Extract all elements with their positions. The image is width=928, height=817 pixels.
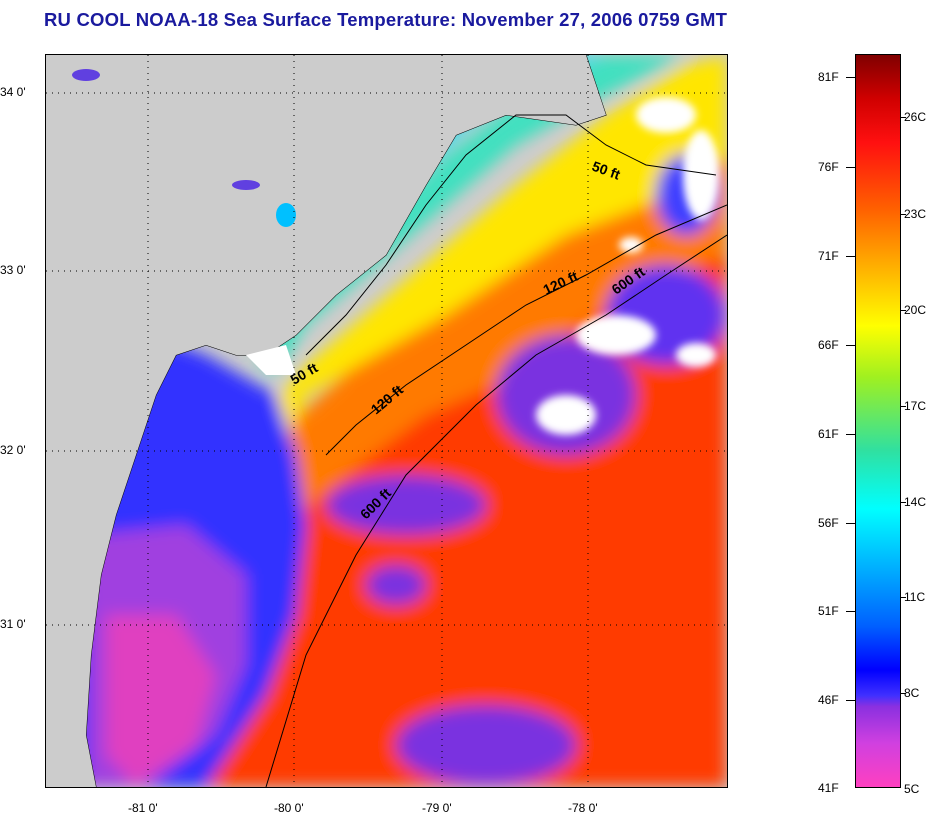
colorbar-c-label: 17C xyxy=(904,399,927,413)
colorbar-f-label: 61F xyxy=(818,427,839,441)
colorbar-f-label: 71F xyxy=(818,249,839,263)
sst-map-svg: 50 ft 50 ft 120 ft 120 ft 600 ft 600 ft xyxy=(46,55,727,787)
lake xyxy=(276,203,296,227)
lake xyxy=(72,69,100,81)
colorbar-c-label: 23C xyxy=(904,207,927,221)
colorbar-f-label: 51F xyxy=(818,604,839,618)
colorbar-f-label: 56F xyxy=(818,516,839,530)
colorbar-c-label: 20C xyxy=(904,303,927,317)
lon-label: -80 0' xyxy=(274,801,304,815)
colorbar-c-label: 5C xyxy=(904,782,920,796)
lat-label: 33 0' xyxy=(0,263,26,277)
colorbar-f-label: 46F xyxy=(818,693,839,707)
coastal-patch xyxy=(246,345,296,375)
lat-label: 32 0' xyxy=(0,443,26,457)
lon-label: -81 0' xyxy=(128,801,158,815)
sst-map[interactable]: 50 ft 50 ft 120 ft 120 ft 600 ft 600 ft xyxy=(45,54,728,788)
land-mask xyxy=(46,55,606,787)
graticule xyxy=(46,55,727,787)
lon-label: -79 0' xyxy=(422,801,452,815)
lon-label: -78 0' xyxy=(568,801,598,815)
colorbar-c-label: 11C xyxy=(904,590,926,604)
isobath-120ft xyxy=(325,204,727,456)
lake xyxy=(232,180,260,190)
lat-label: 31 0' xyxy=(0,617,26,631)
lat-label: 34 0' xyxy=(0,85,26,99)
temperature-colorbar xyxy=(855,54,901,788)
sst-field xyxy=(46,55,727,787)
isobath-50ft xyxy=(305,114,717,356)
colorbar-c-label: 26C xyxy=(904,110,927,124)
isobath-600ft xyxy=(265,234,727,787)
cloud-mask xyxy=(536,97,719,435)
colorbar-f-label: 81F xyxy=(818,70,839,84)
colorbar-f-label: 66F xyxy=(818,338,839,352)
map-title: RU COOL NOAA-18 Sea Surface Temperature:… xyxy=(44,9,728,30)
colorbar-f-label: 76F xyxy=(818,160,839,174)
colorbar-f-label: 41F xyxy=(818,781,839,795)
colorbar-c-label: 14C xyxy=(904,495,927,509)
colorbar-c-label: 8C xyxy=(904,686,920,700)
